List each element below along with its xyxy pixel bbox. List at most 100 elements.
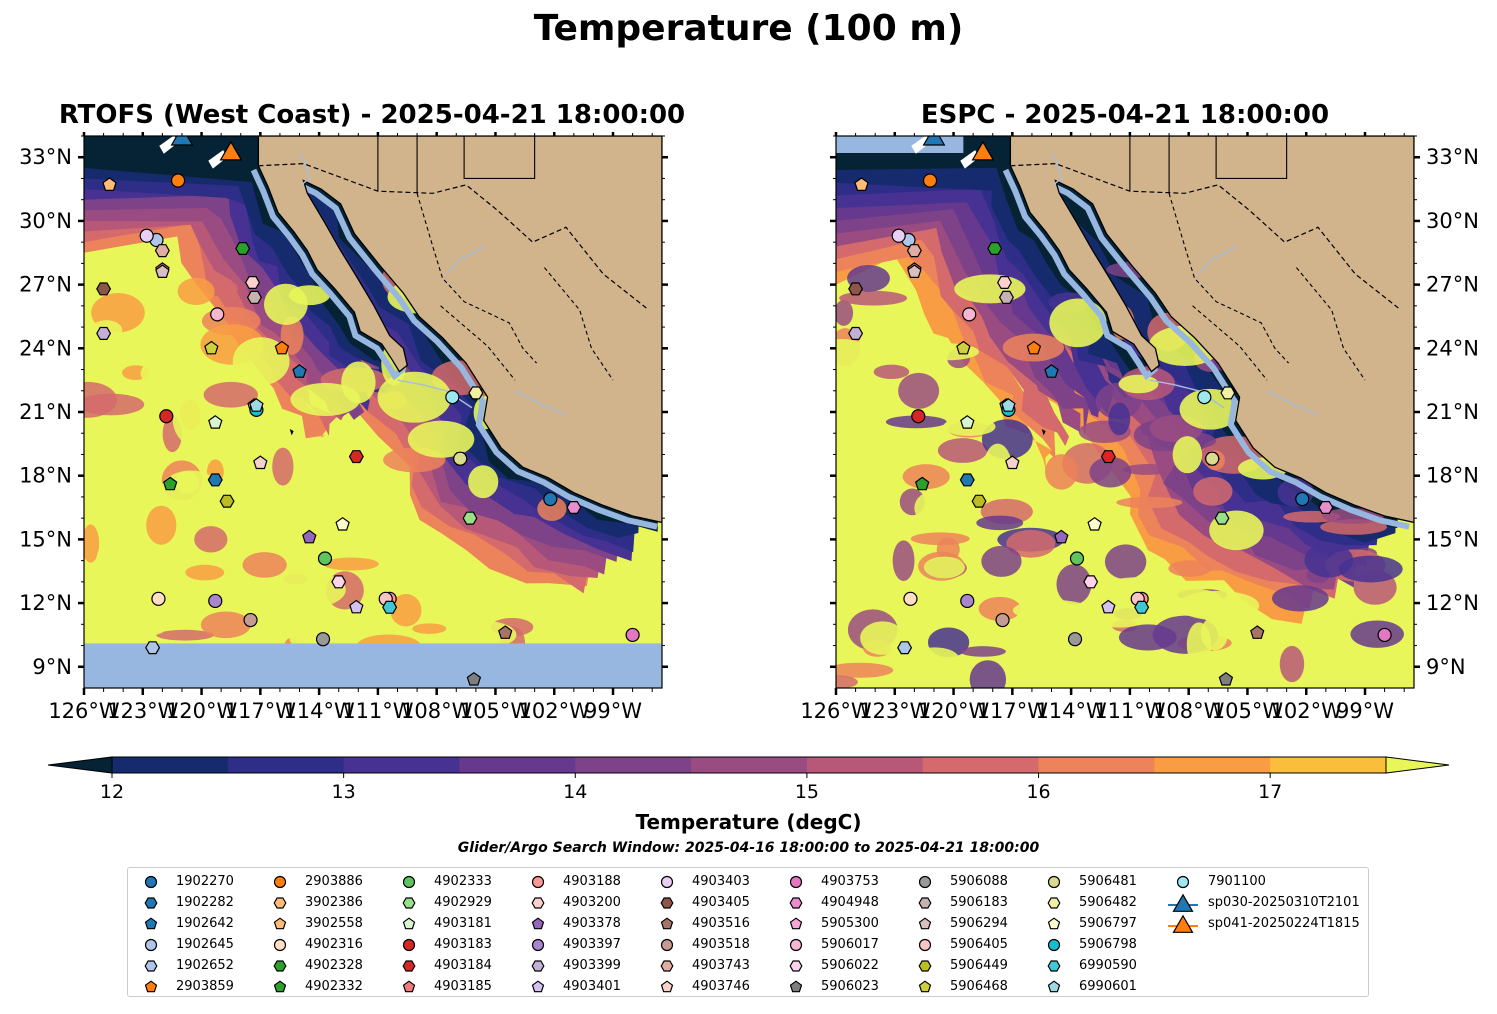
colorbar-extend-low xyxy=(47,756,113,774)
platform-5906088 xyxy=(315,632,331,647)
colorbar-bin xyxy=(1038,757,1155,773)
legend-item-5905300: 5905300 xyxy=(781,913,879,934)
state-border xyxy=(416,193,538,364)
legend-item-1902645: 1902645 xyxy=(136,934,234,955)
platform-5906023 xyxy=(1218,671,1234,686)
platform-2903859 xyxy=(274,340,290,355)
circle-marker-icon xyxy=(789,875,803,888)
lat-tick-label: 15°N xyxy=(19,527,72,551)
temperature-blob xyxy=(1322,508,1384,524)
legend-item-4903185: 4903185 xyxy=(394,976,492,997)
temperature-blob xyxy=(444,620,517,650)
legend-marker xyxy=(789,875,803,888)
temperature-blob xyxy=(341,361,376,404)
river xyxy=(1266,390,1317,415)
temperature-blob xyxy=(172,392,211,445)
platform-5906294 xyxy=(907,264,922,278)
legend-label: 4903518 xyxy=(692,937,750,952)
platform-5906481 xyxy=(453,451,468,466)
pentagon-marker-icon xyxy=(144,979,158,992)
temperature-blob xyxy=(194,526,228,553)
temperature-blob xyxy=(981,545,1022,577)
platform-4903753 xyxy=(1377,627,1392,643)
legend-label: 3902558 xyxy=(305,916,363,931)
platform-4903753 xyxy=(625,627,640,643)
legend-marker xyxy=(531,896,545,909)
lat-tick-label: 9°N xyxy=(1426,655,1466,679)
legend-marker xyxy=(660,938,674,951)
legend-marker xyxy=(789,896,803,909)
temperature-blob xyxy=(923,556,965,579)
lat-tick-label: 15°N xyxy=(1426,527,1479,551)
legend-label: 4903397 xyxy=(563,937,621,952)
temperature-blob xyxy=(959,646,1006,657)
temperature-blob xyxy=(1176,590,1260,621)
legend-marker xyxy=(402,979,416,992)
panel-title-espc: ESPC - 2025-04-21 18:00:00 xyxy=(920,100,1330,130)
lat-tick-label: 33°N xyxy=(1426,145,1479,169)
legend-item-5906022: 5906022 xyxy=(781,955,879,976)
platform-5906797 xyxy=(335,516,350,531)
circle-marker-icon xyxy=(402,875,416,888)
platform-4903181 xyxy=(208,415,223,429)
legend-label: 5906017 xyxy=(821,937,879,952)
platform-4903183 xyxy=(911,409,926,424)
legend-item-4903518: 4903518 xyxy=(652,934,750,955)
temperature-blob xyxy=(836,662,894,678)
platform-4902316 xyxy=(903,591,918,606)
legend-marker xyxy=(402,959,416,972)
pentagon-marker-icon xyxy=(789,916,803,929)
legend-item-4902929: 4902929 xyxy=(394,892,492,913)
colorbar: 12 13 14 15 16 17 xyxy=(47,756,1450,803)
platform-4903200 xyxy=(245,276,260,289)
platform-5906468 xyxy=(204,340,219,355)
pentagon-marker-icon xyxy=(1047,916,1061,929)
temperature-blob xyxy=(1100,577,1178,600)
legend-marker xyxy=(789,959,803,972)
circle-marker-icon xyxy=(402,938,416,951)
platform-1902652 xyxy=(145,641,161,655)
lon-tick-label: 111°W xyxy=(342,699,414,723)
legend-label: 4902332 xyxy=(305,979,363,994)
legend-item-1902652: 1902652 xyxy=(136,955,234,976)
river xyxy=(397,379,473,409)
legend-label: 4903188 xyxy=(563,874,621,889)
country-border xyxy=(258,162,647,309)
hexagon-marker-icon xyxy=(402,896,416,909)
lon-tick-label: 102°W xyxy=(1271,699,1343,723)
platform-4903746 xyxy=(253,455,268,470)
temperature-blob xyxy=(200,611,251,639)
legend-label: 5906405 xyxy=(950,937,1008,952)
glider-sp041-20250224T1815 xyxy=(971,140,995,161)
platform-5906449 xyxy=(219,494,235,508)
temperature-blob xyxy=(1049,298,1107,348)
platform-4902316 xyxy=(151,591,166,606)
platform-4903743 xyxy=(906,244,922,258)
legend-item-4903746: 4903746 xyxy=(652,976,750,997)
legend-marker xyxy=(918,875,932,888)
legend-marker xyxy=(1047,959,1061,972)
platform-4903378 xyxy=(1054,529,1069,544)
temperature-blob xyxy=(1193,476,1233,506)
pentagon-marker-icon xyxy=(660,979,674,992)
temperature-blob xyxy=(1320,519,1388,535)
legend-item-5906797: 5906797 xyxy=(1039,913,1137,934)
temperature-blob xyxy=(468,465,499,499)
triangle-marker-icon xyxy=(1168,893,1198,912)
legend-label: 5906022 xyxy=(821,958,879,973)
figure-title: Temperature (100 m) xyxy=(533,8,964,49)
platform-2903886 xyxy=(922,173,938,188)
platform-5906088 xyxy=(1067,632,1083,647)
legend-marker xyxy=(531,959,545,972)
temperature-blob xyxy=(1272,585,1329,612)
pentagon-marker-icon xyxy=(918,916,932,929)
legend-label: 1902645 xyxy=(176,937,234,952)
river xyxy=(1149,379,1225,409)
legend-item-7901100: 7901100 xyxy=(1168,871,1266,892)
colorbar-bin xyxy=(112,757,229,773)
legend-label: 5906797 xyxy=(1079,916,1137,931)
platform-1902270 xyxy=(1295,491,1310,507)
legend-item-4903184: 4903184 xyxy=(394,955,492,976)
hexagon-marker-icon xyxy=(789,959,803,972)
hexagon-marker-icon xyxy=(660,896,674,909)
